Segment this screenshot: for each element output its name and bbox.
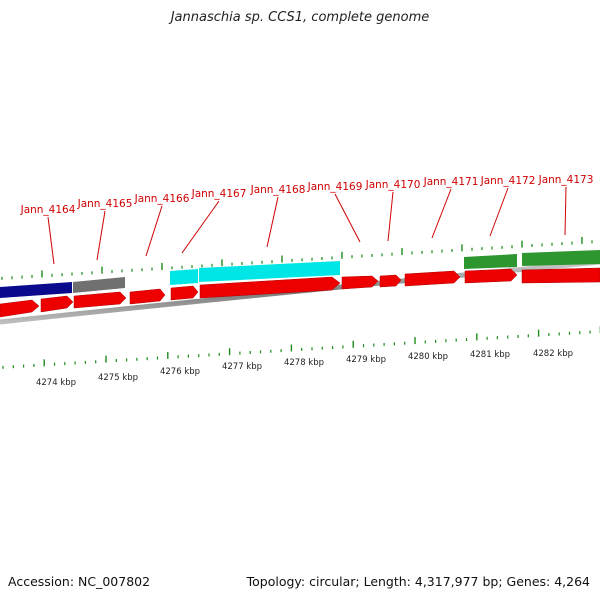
gray-feature-band bbox=[73, 277, 125, 293]
gene-arrow-row bbox=[0, 267, 600, 318]
gene-label: Jann_4165 bbox=[77, 198, 133, 210]
gene-arrow bbox=[379, 274, 402, 288]
gene-label: Jann_4172 bbox=[480, 175, 536, 187]
cyan-feature-band-2 bbox=[199, 261, 340, 282]
gene-label: Jann_4168 bbox=[250, 184, 306, 196]
kbp-label: 4279 kbp bbox=[346, 355, 386, 365]
gene-arrow bbox=[341, 275, 379, 290]
gene-arrow bbox=[464, 268, 518, 284]
gene-arrow bbox=[73, 291, 127, 309]
map-title: Jannaschia sp. CCS1, complete genome bbox=[170, 10, 430, 25]
gene-label-leader bbox=[489, 187, 509, 237]
gene-label: Jann_4173 bbox=[538, 174, 594, 186]
gene-label-leader bbox=[47, 216, 55, 265]
cyan-feature-band bbox=[170, 269, 198, 285]
green-feature-band-2 bbox=[522, 250, 600, 266]
gene-arrow bbox=[199, 276, 341, 299]
lower-tick-row bbox=[2, 325, 600, 369]
navy-feature-band bbox=[0, 282, 72, 298]
kbp-label: 4275 kbp bbox=[98, 373, 138, 383]
gene-arrow bbox=[521, 267, 600, 284]
accession-text: Accession: NC_007802 bbox=[8, 574, 151, 589]
green-feature-band bbox=[464, 254, 517, 269]
gene-label-leader bbox=[387, 191, 394, 242]
gene-label-leader bbox=[96, 210, 106, 261]
kbp-label: 4274 kbp bbox=[36, 378, 76, 388]
gene-arrow bbox=[170, 285, 199, 301]
gene-label: Jann_4171 bbox=[423, 176, 479, 188]
gene-label-leader bbox=[181, 200, 220, 254]
kbp-label: 4276 kbp bbox=[160, 367, 200, 377]
upper-tick-row bbox=[1, 236, 593, 280]
gene-arrow bbox=[0, 299, 40, 318]
gene-label-leader bbox=[145, 205, 163, 257]
kbp-label: 4282 kbp bbox=[533, 349, 573, 359]
kbp-label: 4278 kbp bbox=[284, 358, 324, 368]
gene-label-leader bbox=[266, 196, 279, 248]
gene-label-leader bbox=[334, 193, 361, 243]
kbp-label: 4280 kbp bbox=[408, 352, 448, 362]
gene-arrow bbox=[404, 270, 461, 287]
genome-summary-text: Topology: circular; Length: 4,317,977 bp… bbox=[246, 574, 590, 589]
feature-band-row bbox=[0, 250, 600, 298]
kbp-scale-labels: 4274 kbp 4275 kbp 4276 kbp 4277 kbp 4278 kbp… bbox=[36, 349, 573, 388]
gene-label: Jann_4167 bbox=[191, 188, 247, 200]
gene-label-group: Jann_4164 Jann_4165 Jann_4166 Jann_4167 Jann… bbox=[20, 174, 594, 265]
gene-arrow bbox=[129, 288, 166, 305]
kbp-label: 4281 kbp bbox=[470, 350, 510, 360]
gene-label: Jann_4170 bbox=[365, 179, 421, 191]
gene-label: Jann_4164 bbox=[20, 204, 76, 216]
gene-label-leader bbox=[431, 188, 452, 239]
gene-label: Jann_4169 bbox=[307, 181, 363, 193]
gene-label-leader bbox=[564, 186, 567, 236]
gene-arrow bbox=[40, 295, 74, 313]
gene-label: Jann_4166 bbox=[134, 193, 190, 205]
kbp-label: 4277 kbp bbox=[222, 362, 262, 372]
